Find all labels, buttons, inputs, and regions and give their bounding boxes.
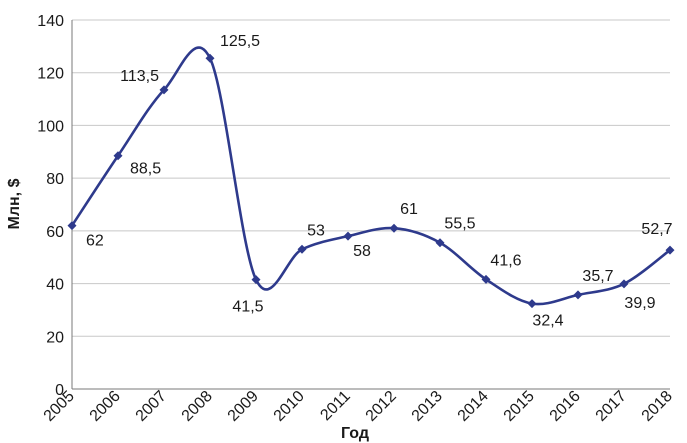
x-tick-label: 2018 (639, 388, 676, 425)
data-label: 32,4 (532, 313, 563, 330)
y-tick-label: 140 (37, 13, 64, 30)
x-tick-label: 2012 (363, 388, 400, 425)
y-tick-labels: 0 20 40 60 80 100 120 140 (37, 13, 64, 399)
x-tick-labels: 2005 2006 2007 2008 2009 2010 2011 2012 2013 2014… (41, 388, 676, 425)
data-point (297, 244, 307, 254)
data-point (389, 223, 399, 233)
x-tick-label: 2006 (87, 388, 124, 425)
data-point (665, 245, 675, 255)
data-label: 39,9 (624, 295, 655, 312)
data-point (435, 238, 445, 248)
axes (71, 20, 670, 390)
x-axis-label: Год (341, 425, 369, 442)
data-point (573, 290, 583, 300)
data-label: 125,5 (220, 33, 260, 50)
data-label: 41,5 (232, 299, 263, 316)
y-axis-label: Млн, $ (6, 178, 23, 229)
data-point (619, 279, 629, 289)
y-tick-label: 40 (46, 277, 64, 294)
data-point (481, 274, 491, 284)
series-line (70, 46, 671, 306)
y-tick-label: 120 (37, 66, 64, 83)
x-tick-label: 2016 (547, 388, 584, 425)
markers (67, 53, 675, 309)
data-point (205, 53, 215, 63)
data-label: 41,6 (490, 252, 521, 269)
data-label: 113,5 (120, 68, 159, 85)
y-tick-label: 100 (37, 118, 64, 135)
y-tick-label: 20 (46, 329, 64, 346)
data-label: 62 (86, 233, 104, 250)
x-tick-label: 2013 (409, 388, 446, 425)
data-label: 55,5 (444, 216, 475, 233)
data-label: 35,7 (582, 268, 613, 285)
data-point (251, 275, 261, 285)
data-point (113, 151, 123, 161)
x-tick-label: 2008 (179, 388, 216, 425)
grid-lines (72, 19, 670, 337)
data-labels: 62 88,5 113,5 125,5 41,5 53 58 61 55,5 41,6 32,4 35… (86, 33, 673, 329)
y-tick-label: 0 (55, 382, 64, 399)
data-label: 61 (400, 201, 418, 218)
x-tick-label: 2015 (501, 388, 538, 425)
data-label: 52,7 (641, 221, 672, 238)
data-label: 53 (307, 222, 325, 239)
x-tick-label: 2010 (271, 388, 308, 425)
data-point (343, 231, 353, 241)
x-tick-label: 2007 (133, 388, 170, 425)
data-label: 88,5 (130, 161, 161, 178)
y-tick-label: 60 (46, 224, 64, 241)
x-tick-label: 2011 (317, 388, 353, 424)
data-label: 58 (353, 243, 371, 260)
x-tick-label: 2014 (455, 388, 492, 425)
x-tick-label: 2017 (593, 388, 630, 425)
data-point (67, 221, 77, 231)
data-point (527, 299, 537, 309)
series-layer (70, 46, 671, 306)
x-tick-label: 2005 (41, 388, 78, 425)
y-tick-label: 80 (46, 171, 64, 188)
x-tick-label: 2009 (225, 388, 262, 425)
data-point (159, 85, 169, 95)
